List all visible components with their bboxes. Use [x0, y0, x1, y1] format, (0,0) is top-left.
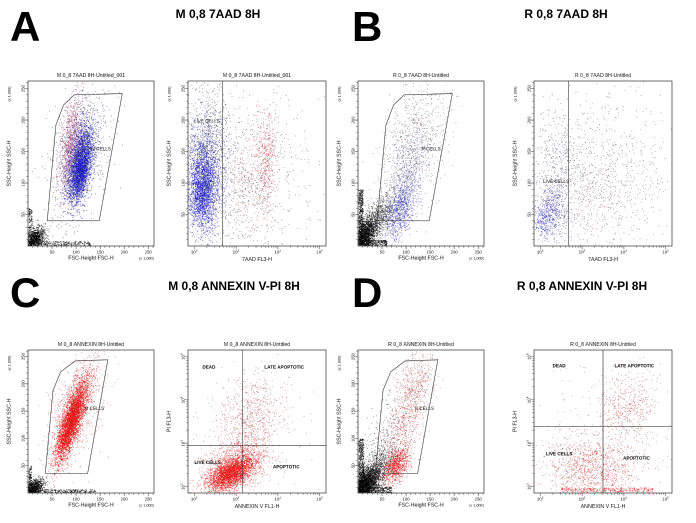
flow-plot-d-fsc-ssc — [332, 337, 492, 523]
panel-letter-d: D — [352, 269, 383, 316]
panel-title-b: R 0,8 7AAD 8H — [524, 7, 608, 21]
panel-title-d: R 0,8 ANNEXIN V-PI 8H — [516, 279, 648, 293]
flow-plot-c-fsc-ssc — [2, 337, 162, 523]
flow-plot-a-fsc-ssc — [2, 68, 162, 276]
flow-plot-b-7aad — [508, 68, 680, 276]
panel-title-c: M 0,8 ANNEXIN V-PI 8H — [168, 279, 300, 293]
panel-title-a: M 0,8 7AAD 8H — [175, 7, 261, 21]
flow-plot-d-annexin-pi — [508, 337, 680, 523]
panel-letter-b: B — [352, 3, 383, 50]
flow-plot-c-annexin-pi — [162, 337, 334, 523]
flow-plot-b-fsc-ssc — [332, 68, 492, 276]
flow-plot-a-7aad — [162, 68, 334, 276]
panel-letter-c: C — [10, 269, 41, 316]
panel-letter-a: A — [10, 3, 41, 50]
